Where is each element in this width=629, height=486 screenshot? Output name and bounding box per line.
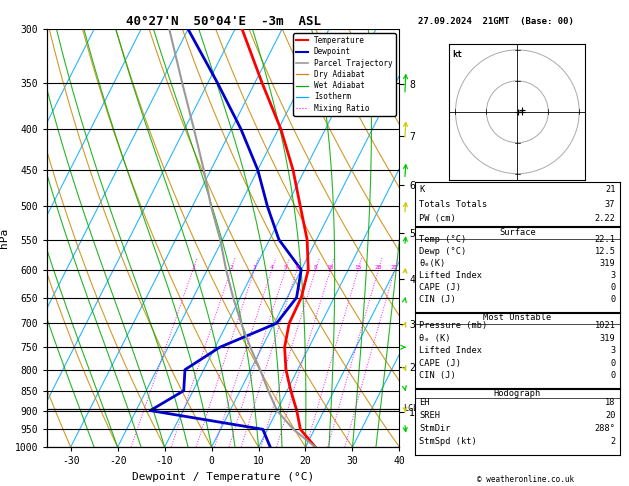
Legend: Temperature, Dewpoint, Parcel Trajectory, Dry Adiabat, Wet Adiabat, Isotherm, Mi: Temperature, Dewpoint, Parcel Trajectory… [293, 33, 396, 116]
Text: CIN (J): CIN (J) [420, 371, 456, 380]
Text: Lifted Index: Lifted Index [420, 346, 482, 355]
Text: CAPE (J): CAPE (J) [420, 283, 461, 292]
Text: 12.5: 12.5 [594, 247, 615, 256]
Text: Surface: Surface [499, 227, 536, 237]
Text: 21: 21 [605, 185, 615, 194]
Text: CIN (J): CIN (J) [420, 295, 456, 304]
Text: 288°: 288° [594, 424, 615, 433]
Text: 0: 0 [610, 371, 615, 380]
Text: © weatheronline.co.uk: © weatheronline.co.uk [477, 474, 574, 484]
Text: 0: 0 [610, 295, 615, 304]
Text: 5: 5 [284, 265, 287, 270]
Text: CAPE (J): CAPE (J) [420, 359, 461, 368]
Text: kt: kt [452, 50, 462, 59]
Text: θₑ(K): θₑ(K) [420, 259, 445, 268]
Text: 3: 3 [610, 346, 615, 355]
Text: StmDir: StmDir [420, 424, 451, 433]
Text: SREH: SREH [420, 411, 440, 420]
Text: 10: 10 [326, 265, 334, 270]
Text: 0: 0 [610, 359, 615, 368]
Y-axis label: hPa: hPa [0, 228, 9, 248]
Text: 2.22: 2.22 [594, 214, 615, 223]
Text: K: K [420, 185, 425, 194]
Text: 0: 0 [610, 283, 615, 292]
Text: 27.09.2024  21GMT  (Base: 00): 27.09.2024 21GMT (Base: 00) [418, 17, 574, 26]
Text: StmSpd (kt): StmSpd (kt) [420, 437, 477, 446]
Text: Hodograph: Hodograph [494, 389, 541, 398]
X-axis label: Dewpoint / Temperature (°C): Dewpoint / Temperature (°C) [132, 472, 314, 482]
Text: 3: 3 [610, 271, 615, 280]
Text: 1: 1 [191, 265, 195, 270]
Text: 2: 2 [229, 265, 233, 270]
Text: 319: 319 [599, 259, 615, 268]
Text: Totals Totals: Totals Totals [420, 200, 487, 208]
Text: 18: 18 [605, 398, 615, 407]
Text: θₑ (K): θₑ (K) [420, 333, 451, 343]
Text: 37: 37 [605, 200, 615, 208]
Text: 4: 4 [270, 265, 274, 270]
Text: PW (cm): PW (cm) [420, 214, 456, 223]
Text: 25: 25 [391, 265, 398, 270]
Text: 6: 6 [295, 265, 299, 270]
Text: Temp (°C): Temp (°C) [420, 235, 467, 243]
Text: 2: 2 [610, 437, 615, 446]
Text: Most Unstable: Most Unstable [483, 313, 552, 322]
Y-axis label: km
ASL: km ASL [418, 229, 440, 247]
Text: 20: 20 [375, 265, 382, 270]
Text: 15: 15 [354, 265, 362, 270]
Text: 1021: 1021 [594, 321, 615, 330]
Title: 40°27'N  50°04'E  -3m  ASL: 40°27'N 50°04'E -3m ASL [126, 15, 321, 28]
Text: Dewp (°C): Dewp (°C) [420, 247, 467, 256]
Text: 319: 319 [599, 333, 615, 343]
Text: 3: 3 [253, 265, 257, 270]
Text: Pressure (mb): Pressure (mb) [420, 321, 487, 330]
Text: Lifted Index: Lifted Index [420, 271, 482, 280]
Text: 20: 20 [605, 411, 615, 420]
Text: 8: 8 [314, 265, 318, 270]
Text: EH: EH [420, 398, 430, 407]
Text: LCL: LCL [403, 404, 418, 413]
Text: 22.1: 22.1 [594, 235, 615, 243]
